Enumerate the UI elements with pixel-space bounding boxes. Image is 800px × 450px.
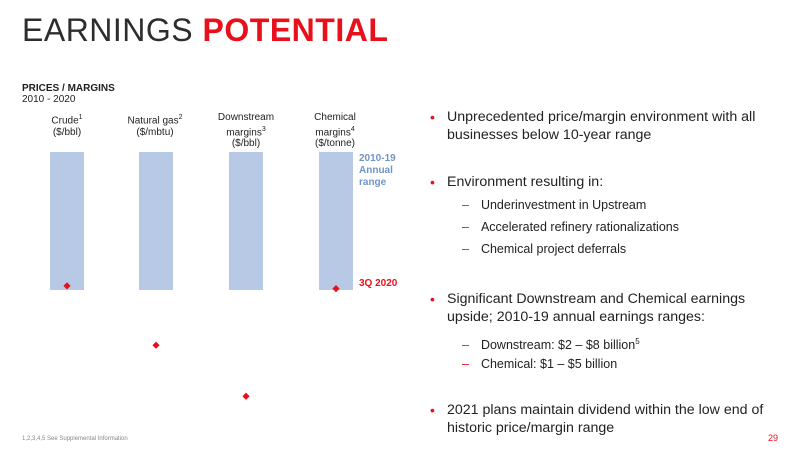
sub-bullet-text: Chemical project deferrals (480, 242, 627, 256)
sub-bullet-text: Downstream: $2 – $8 billion (480, 338, 636, 353)
q3-2020-legend-label: 3Q 2020 (359, 278, 398, 289)
bullet-item: • Significant Downstream and Chemical ea… (430, 290, 790, 326)
sub-bullet-item: – Accelerated refinery rationalizations (462, 219, 792, 235)
bullet-marker: • (430, 402, 435, 418)
page-title: EARNINGS POTENTIAL (22, 12, 388, 49)
category-name: Chemical margins (314, 112, 356, 138)
footnote-ref: 2 (178, 114, 183, 121)
sub-bullet-item: – Underinvestment in Upstream (462, 197, 792, 213)
bullet-item: • Environment resulting in: (430, 173, 790, 191)
dash-marker: – (462, 220, 469, 234)
bullet-item: • 2021 plans maintain dividend within th… (430, 401, 790, 437)
range-bar (229, 152, 263, 290)
page-number: 29 (767, 433, 778, 443)
sub-bullet-text: Underinvestment in Upstream (480, 198, 647, 212)
sub-bullet-text: Accelerated refinery rationalizations (480, 220, 679, 234)
range-bar (50, 152, 84, 290)
chart-header: PRICES / MARGINS 2010 - 2020 (22, 83, 115, 105)
bullet-marker: • (430, 291, 435, 307)
dash-marker: – (462, 357, 469, 371)
category-label-chemical: Chemical margins4 ($/tonne) (294, 112, 376, 150)
category-unit: ($/mbtu) (136, 126, 174, 138)
category-name: Downstream margins (217, 112, 275, 138)
range-legend-line: Annual (359, 165, 393, 176)
bullet-marker: • (430, 174, 435, 190)
category-name: Crude (51, 115, 79, 127)
bullet-text: Environment resulting in: (447, 174, 604, 190)
footnote-ref: 4 (350, 125, 355, 133)
sub-bullet-item: – Downstream: $2 – $8 billion5 (462, 334, 792, 353)
footnote: 1,2,3,4,5 See Supplemental Information (22, 436, 128, 442)
category-label-crude: Crude1 ($/bbl) (27, 112, 107, 138)
dash-marker: – (462, 198, 469, 212)
page-title-part2: POTENTIAL (202, 12, 389, 48)
range-legend-line: 2010-19 (359, 153, 396, 164)
sub-bullet-item: – Chemical: $1 – $5 billion (462, 356, 792, 372)
category-unit: ($/bbl) (52, 126, 82, 138)
sub-bullet-item: – Chemical project deferrals (462, 241, 792, 257)
q3-2020-marker (63, 282, 71, 290)
chart-subtitle: 2010 - 2020 (22, 94, 76, 105)
range-bar (319, 152, 353, 290)
range-legend-line: range (359, 177, 387, 188)
category-name: Natural gas (127, 115, 179, 127)
footnote-ref: 3 (261, 125, 266, 133)
bullet-marker: • (430, 109, 435, 125)
bullet-text: Unprecedented price/margin environment w… (447, 109, 756, 143)
category-unit: ($/tonne) (314, 138, 356, 150)
dash-marker: – (462, 242, 469, 256)
footnote-ref: 1 (78, 114, 83, 121)
range-legend-label: 2010-19 Annual range (359, 153, 409, 189)
category-unit: ($/bbl) (231, 138, 261, 150)
bullet-text: Significant Downstream and Chemical earn… (447, 291, 746, 325)
bullet-text: 2021 plans maintain dividend within the … (447, 402, 764, 436)
chart-title: PRICES / MARGINS (22, 83, 115, 94)
sub-bullet-text: Chemical: $1 – $5 billion (480, 357, 618, 371)
category-label-natural-gas: Natural gas2 ($/mbtu) (115, 112, 195, 138)
q3-2020-marker (332, 285, 340, 293)
dash-marker: – (462, 338, 469, 353)
bullet-item: • Unprecedented price/margin environment… (430, 108, 790, 144)
q3-2020-marker (152, 341, 160, 349)
category-label-downstream: Downstream margins3 ($/bbl) (205, 112, 287, 150)
q3-2020-marker (242, 392, 250, 400)
page-title-part1: EARNINGS (22, 12, 194, 48)
footnote-ref: 5 (635, 337, 640, 346)
range-bar (139, 152, 173, 290)
